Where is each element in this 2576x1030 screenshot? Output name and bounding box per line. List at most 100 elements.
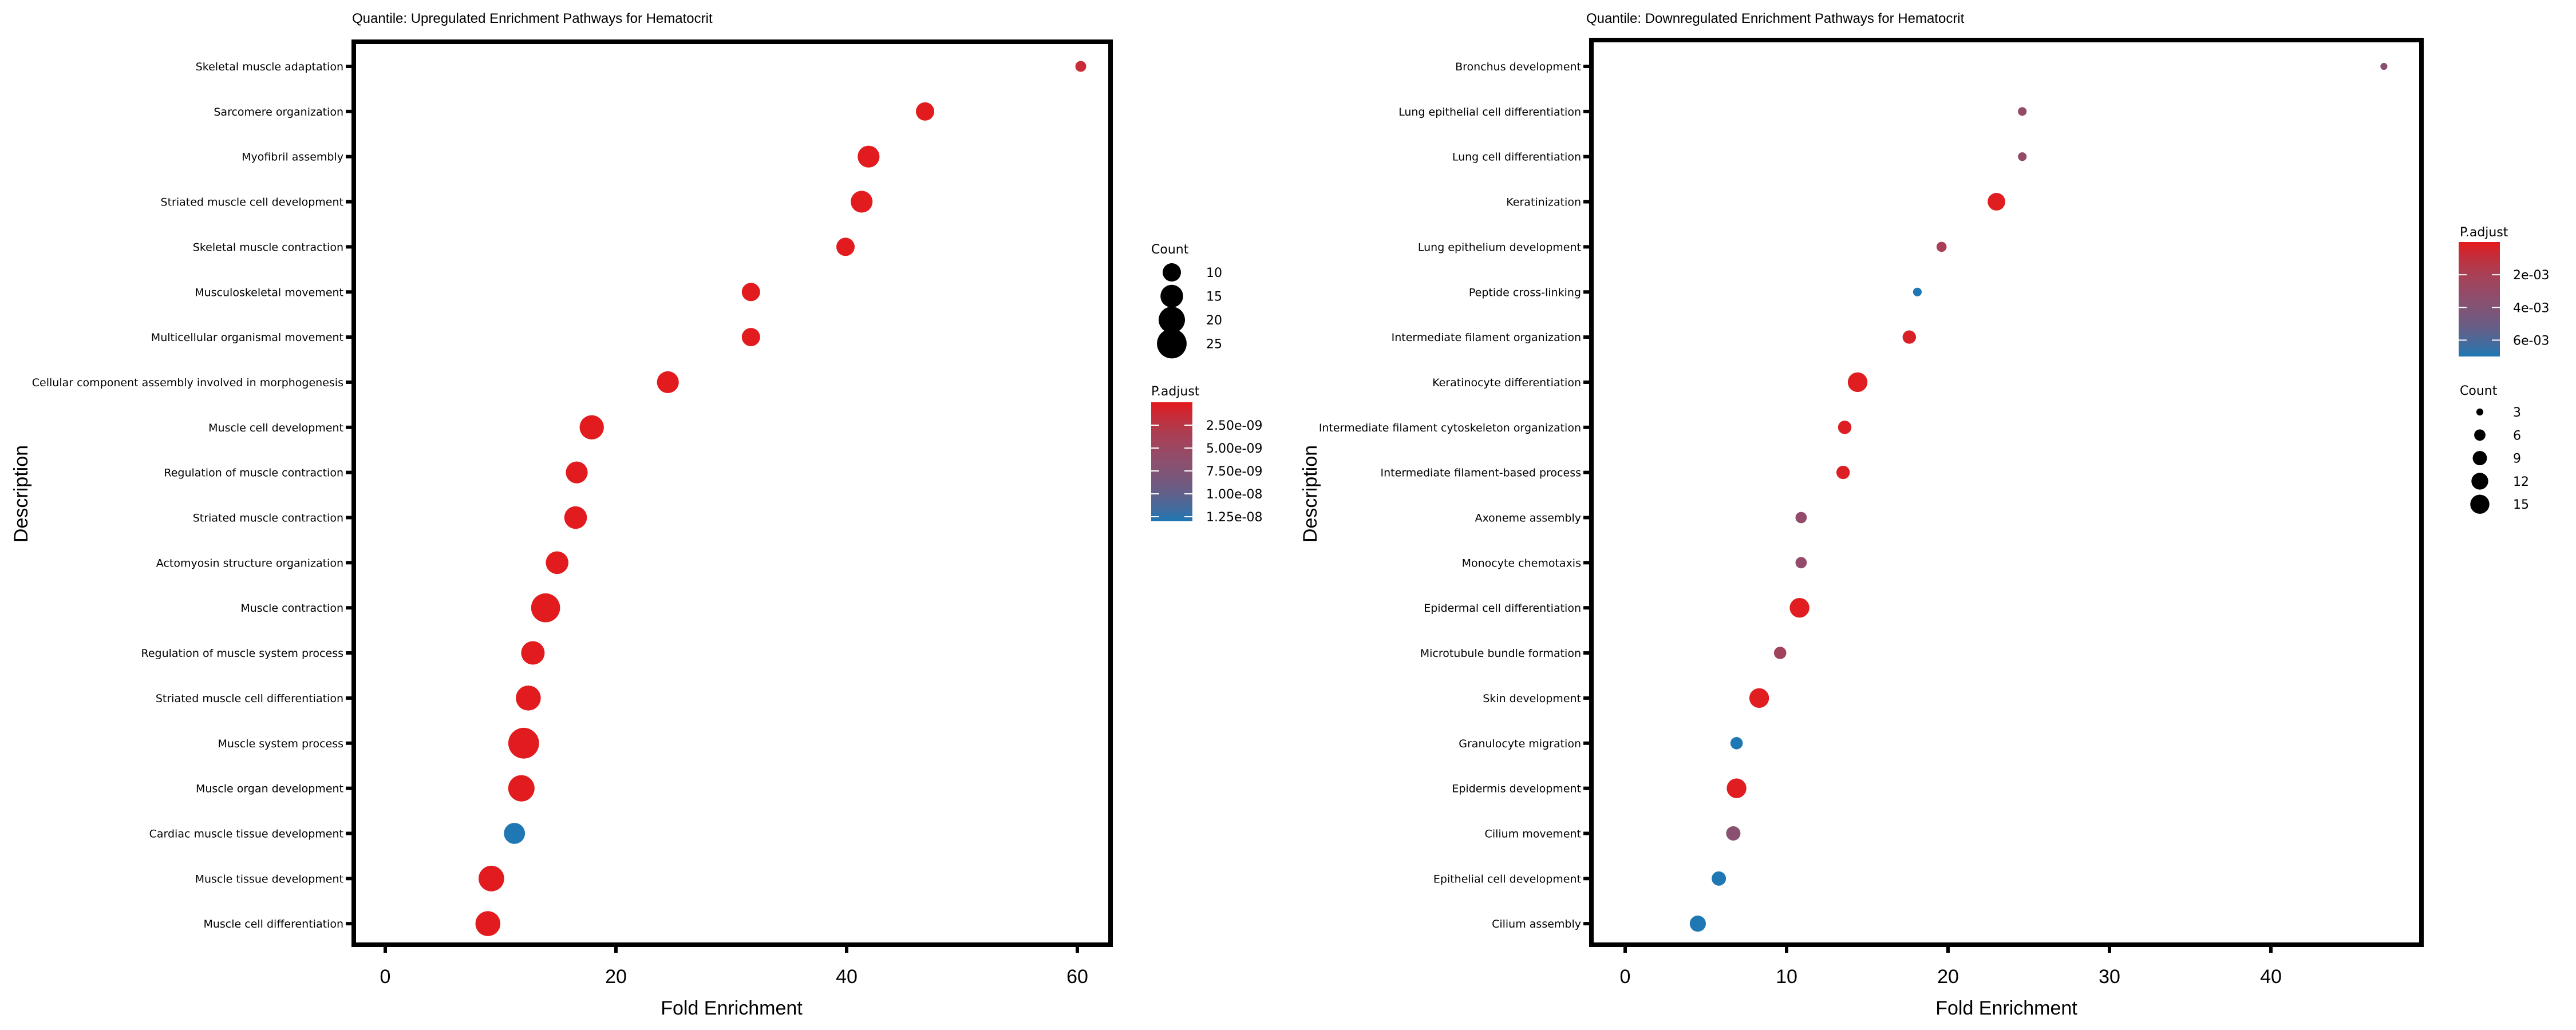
data-point — [1847, 372, 1868, 393]
upregulated-dotplot: Quantile: Upregulated Enrichment Pathway… — [10, 11, 1262, 1019]
y-tick-label: Axoneme assembly — [1475, 512, 1581, 525]
size-legend-label: 10 — [1206, 266, 1222, 280]
size-legend-label: 9 — [2513, 452, 2521, 466]
size-legend-key — [1159, 307, 1185, 333]
y-axis-labels: Skeletal muscle adaptation Sarcomere orga… — [32, 61, 354, 930]
color-bar-label: 4e-03 — [2513, 301, 2549, 315]
count-legend-title: Count — [2460, 384, 2498, 398]
data-point — [1902, 330, 1916, 344]
data-point — [916, 102, 934, 121]
data-point — [657, 371, 679, 394]
y-tick-label: Regulation of muscle contraction — [164, 467, 343, 480]
y-tick-label: Muscle contraction — [240, 602, 343, 615]
data-point — [521, 641, 545, 665]
data-point — [1773, 647, 1787, 659]
y-tick-label: Intermediate filament cytoskeleton organ… — [1319, 422, 1581, 434]
y-tick-label: Epidermis development — [1452, 783, 1581, 795]
color-bar-label: 7.50e-09 — [1206, 465, 1262, 479]
y-tick-label: Keratinocyte differentiation — [1432, 377, 1581, 389]
data-point — [1075, 61, 1086, 72]
y-tick-label: Musculoskeletal movement — [195, 286, 343, 299]
y-tick-label: Muscle cell development — [208, 422, 343, 434]
data-point — [1789, 598, 1809, 618]
size-legend-label: 15 — [1206, 290, 1222, 304]
data-point — [2018, 107, 2027, 116]
data-point — [1795, 512, 1807, 524]
y-tick-label: Muscle tissue development — [195, 873, 343, 885]
size-legend-label: 20 — [1206, 314, 1222, 328]
data-point — [1913, 287, 1922, 296]
y-tick-label: Striated muscle cell development — [161, 196, 343, 209]
color-bar-label: 2e-03 — [2513, 268, 2549, 283]
data-point — [858, 145, 880, 168]
size-legend-key — [2472, 451, 2487, 466]
data-point — [2018, 152, 2027, 161]
y-tick-label: Lung epithelial cell differentiation — [1398, 106, 1581, 118]
y-tick-label: Cellular component assembly involved in … — [32, 377, 343, 389]
data-point — [475, 911, 501, 936]
x-tick-label: 20 — [1937, 966, 1959, 988]
x-tick-label: 0 — [380, 966, 391, 988]
count-legend: Count 3 6 9 12 15 — [2460, 384, 2529, 514]
y-tick-label: Sarcomere organization — [214, 106, 343, 118]
y-tick-label: Keratinization — [1506, 196, 1581, 209]
size-legend-label: 25 — [1206, 338, 1222, 352]
y-tick-label: Intermediate filament-based process — [1381, 467, 1581, 480]
y-tick-label: Epidermal cell differentiation — [1424, 602, 1581, 615]
y-tick-label: Cilium movement — [1485, 827, 1581, 840]
color-bar-label: 6e-03 — [2513, 334, 2549, 348]
size-legend-key — [1160, 284, 1183, 308]
count-legend-title: Count — [1151, 243, 1189, 257]
data-point — [1988, 193, 2006, 211]
data-point — [508, 727, 539, 759]
data-point — [1730, 737, 1743, 750]
y-tick-label: Actomyosin structure organization — [156, 557, 343, 569]
y-tick-label: Cilium assembly — [1492, 918, 1581, 930]
data-point — [741, 328, 760, 347]
data-point — [566, 461, 588, 484]
y-axis-title: Description — [10, 445, 32, 542]
color-bar-label: 1.25e-08 — [1206, 510, 1262, 525]
data-point — [516, 686, 541, 711]
y-tick-label: Skin development — [1483, 692, 1581, 705]
size-legend-label: 6 — [2513, 429, 2521, 443]
padjust-legend-title: P.adjust — [1151, 385, 1200, 399]
data-point — [1838, 421, 1852, 434]
x-axis-title: Fold Enrichment — [1935, 997, 2077, 1019]
y-axis-labels: Bronchus development Lung epithelial cell… — [1319, 61, 1591, 930]
y-tick-label: Skeletal muscle contraction — [193, 241, 343, 253]
y-tick-label: Muscle organ development — [196, 783, 343, 795]
y-tick-label: Myofibril assembly — [242, 151, 343, 164]
y-tick-label: Lung cell differentiation — [1452, 151, 1581, 164]
data-point — [2380, 62, 2388, 70]
size-legend-key — [2471, 473, 2488, 490]
size-legend-key — [2474, 429, 2486, 441]
y-tick-label: Intermediate filament organization — [1392, 331, 1581, 344]
padjust-legend: P.adjust 2e-03 4e-03 6e-03 — [2459, 225, 2549, 356]
y-axis-title: Description — [1299, 445, 1321, 542]
data-point — [531, 593, 560, 623]
y-tick-label: Lung epithelium development — [1418, 241, 1581, 253]
x-tick-label: 10 — [1776, 966, 1797, 988]
y-tick-label: Striated muscle cell differentiation — [156, 692, 343, 705]
data-point — [564, 506, 587, 529]
padjust-legend: P.adjust 2.50e-09 5.00e-09 7.50e-09 1.00e-0… — [1151, 385, 1262, 525]
data-point — [1749, 688, 1769, 708]
panel-frame — [1589, 38, 2424, 947]
data-point — [851, 191, 873, 213]
data-point — [1726, 826, 1741, 841]
color-bar-label: 2.50e-09 — [1206, 419, 1262, 433]
data-point — [546, 551, 568, 575]
data-point — [1795, 557, 1807, 569]
x-axis-title: Fold Enrichment — [661, 997, 803, 1019]
count-legend: Count 10 15 20 25 — [1151, 243, 1222, 359]
x-tick-label: 40 — [2260, 966, 2282, 988]
x-tick-label: 0 — [1620, 966, 1631, 988]
y-tick-label: Muscle cell differentiation — [203, 918, 343, 930]
x-axis: 0 20 40 60 — [380, 945, 1088, 988]
data-point — [508, 775, 535, 802]
y-tick-label: Bronchus development — [1455, 61, 1581, 73]
data-point — [1836, 465, 1850, 480]
size-legend-key — [1157, 328, 1187, 359]
